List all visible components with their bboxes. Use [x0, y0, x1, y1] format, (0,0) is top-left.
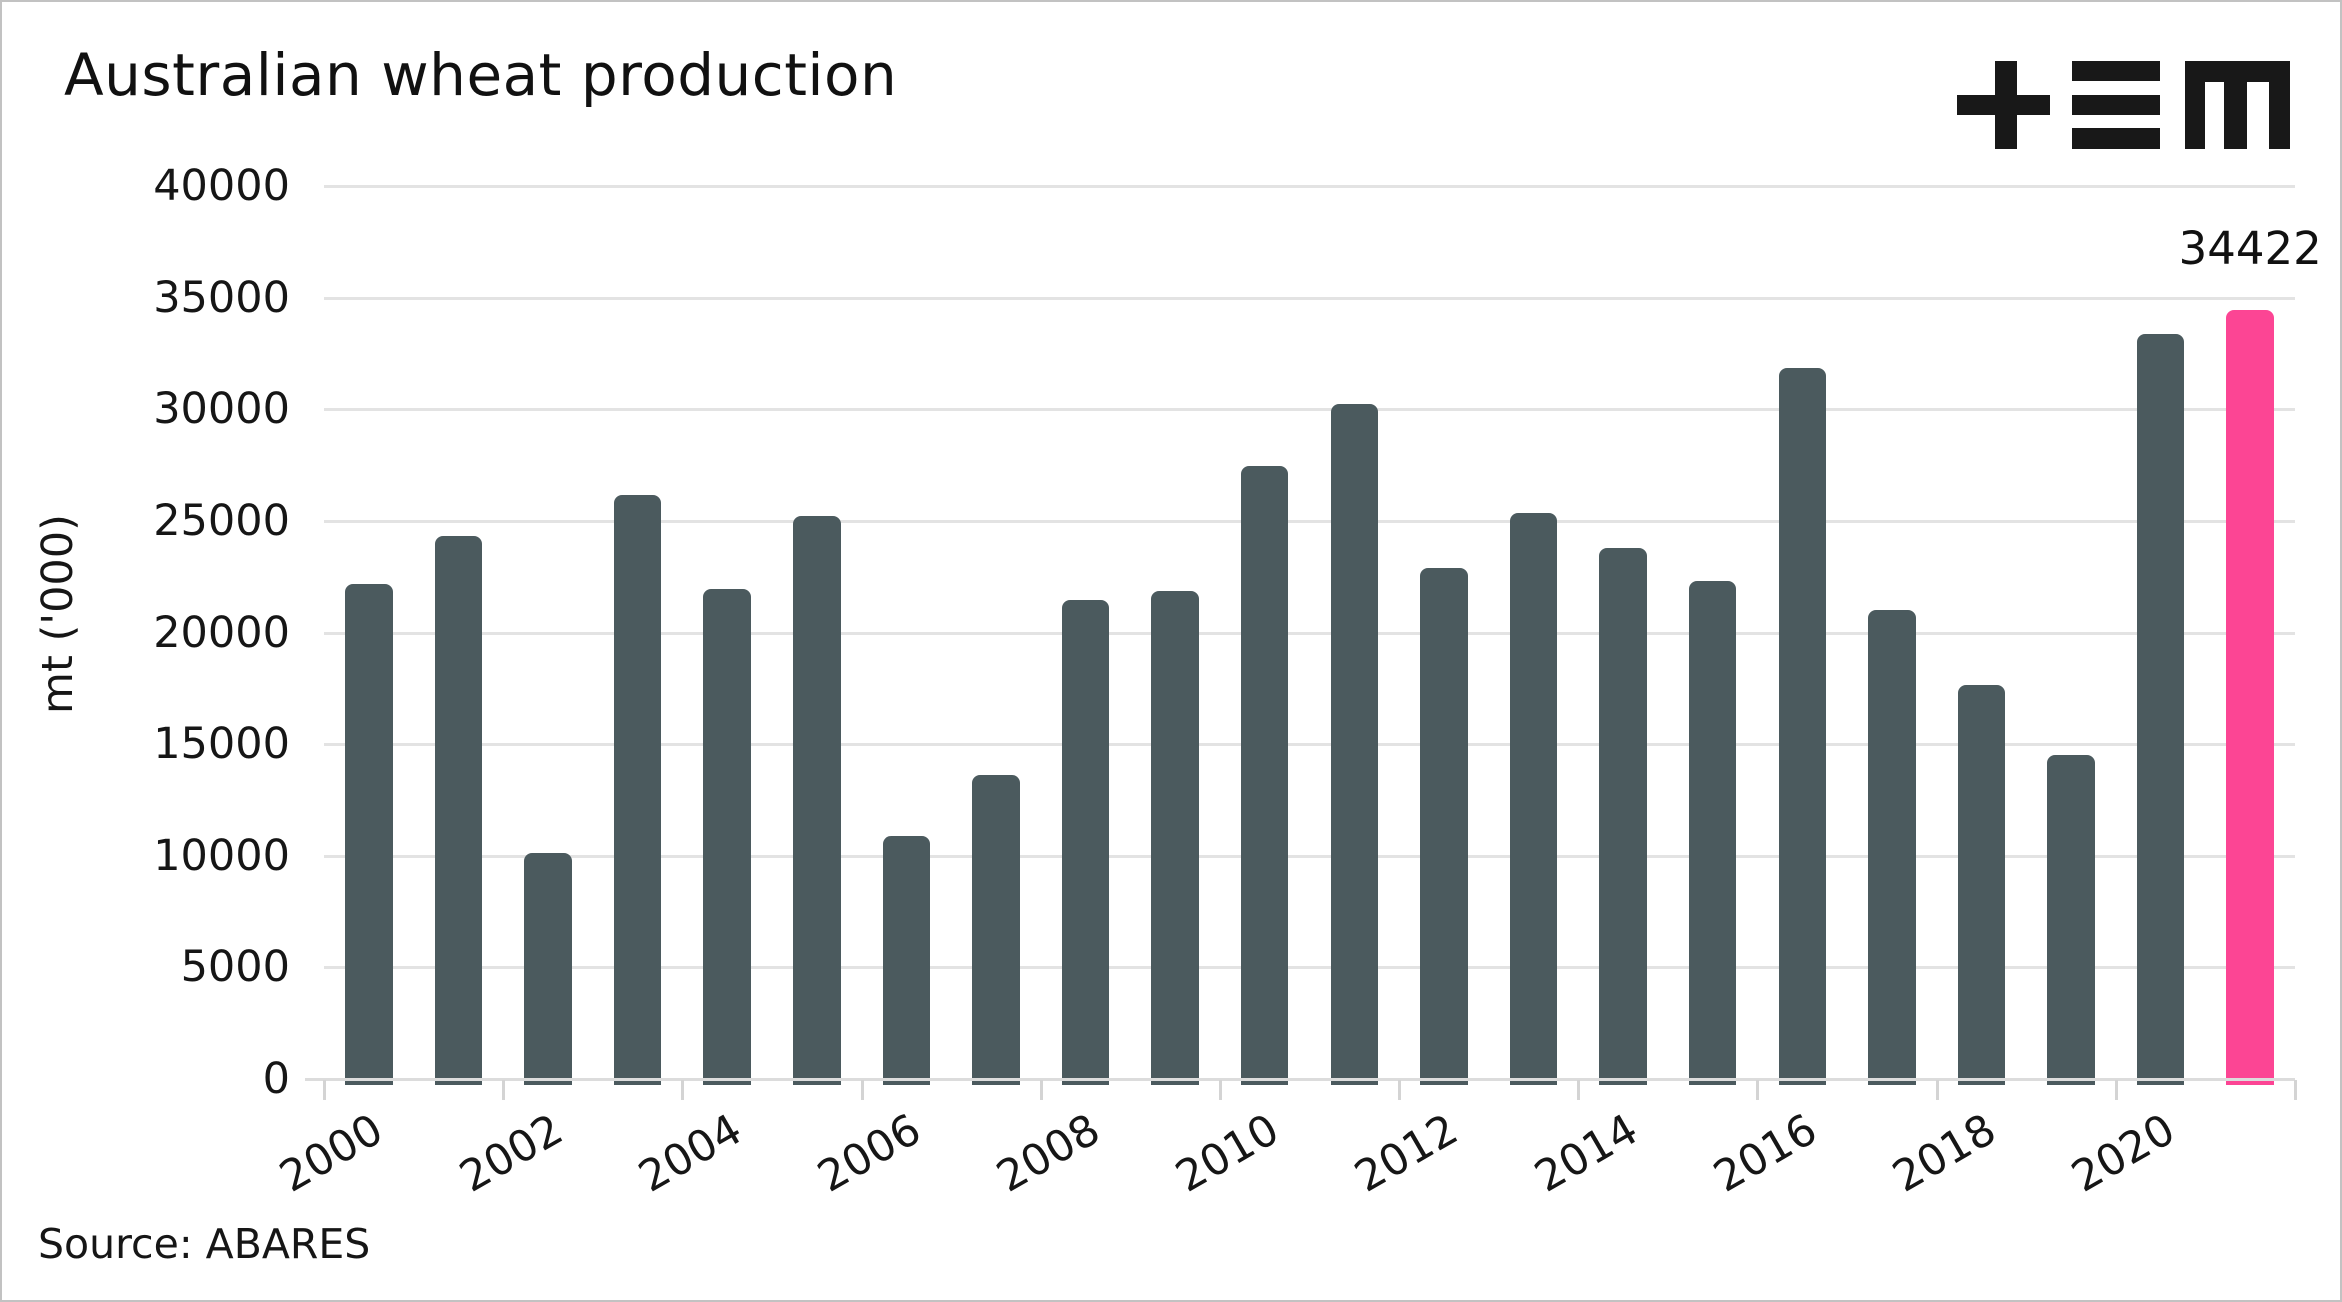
bar-2003	[613, 494, 662, 1085]
x-axis-tick	[1039, 1080, 1043, 1100]
bar-2020	[2136, 333, 2185, 1085]
x-axis-tick	[1398, 1080, 1402, 1100]
tem-logo	[1957, 61, 2290, 149]
bar-2008	[1061, 599, 1110, 1085]
gridline-5000	[324, 966, 2295, 970]
y-tick-label-15000: 15000	[153, 719, 290, 770]
x-axis-tick	[1935, 1080, 1939, 1100]
x-tick-label-2004: 2004	[630, 1104, 751, 1203]
x-axis-tick	[2114, 1080, 2118, 1100]
bar-2017	[1868, 610, 1916, 1085]
bar-2012	[1420, 567, 1468, 1085]
bar-2015	[1688, 580, 1737, 1085]
bar-2000	[345, 584, 393, 1085]
bar-2016	[1778, 367, 1826, 1085]
chart-title: Australian wheat production	[64, 41, 898, 109]
bar-2013	[1509, 513, 1558, 1085]
y-tick-label-20000: 20000	[153, 607, 290, 658]
x-axis-tick	[1218, 1080, 1222, 1100]
y-tick-label-40000: 40000	[153, 161, 290, 211]
logo-m-icon	[2247, 82, 2269, 149]
x-axis-line	[305, 1078, 2295, 1081]
bar-2001	[434, 535, 483, 1085]
bar-2019	[2047, 754, 2095, 1085]
bar-2010	[1240, 466, 1289, 1085]
x-axis-tick	[1577, 1080, 1581, 1100]
x-axis-tick	[681, 1080, 685, 1100]
x-axis-tick	[1756, 1080, 1760, 1100]
logo-m-icon	[2185, 61, 2290, 149]
bar-2002	[524, 853, 572, 1085]
gridline-20000	[324, 631, 2295, 635]
y-tick-label-10000: 10000	[153, 830, 290, 881]
x-axis-tick	[2294, 1080, 2297, 1100]
logo-bars-icon	[2072, 95, 2160, 115]
gridline-15000	[324, 743, 2295, 747]
x-tick-label-2008: 2008	[988, 1104, 1109, 1203]
bar-2004	[703, 588, 751, 1085]
x-tick-label-2014: 2014	[1526, 1104, 1647, 1203]
logo-bars-icon	[2072, 128, 2160, 149]
bar-2021-highlighted	[2226, 309, 2274, 1085]
gridline-40000	[324, 185, 2295, 188]
gridline-10000	[324, 854, 2295, 858]
gridline-35000	[324, 296, 2295, 300]
logo-m-icon	[2205, 82, 2224, 149]
x-tick-label-2018: 2018	[1884, 1104, 2005, 1203]
gridline-30000	[324, 408, 2295, 412]
x-axis-tick	[323, 1080, 326, 1100]
y-tick-label-25000: 25000	[153, 495, 290, 546]
gridline-25000	[324, 519, 2295, 523]
x-tick-label-2020: 2020	[2063, 1104, 2184, 1203]
bar-2009	[1151, 590, 1199, 1085]
bar-2005	[793, 516, 841, 1085]
x-axis-tick	[860, 1080, 864, 1100]
y-tick-label-0: 0	[262, 1054, 290, 1104]
logo-bars-icon	[2072, 61, 2160, 81]
y-tick-label-30000: 30000	[153, 384, 290, 435]
highlight-value-label: 34422	[2178, 222, 2322, 275]
x-tick-label-2016: 2016	[1705, 1104, 1826, 1203]
bar-2006	[882, 836, 931, 1085]
x-tick-label-2006: 2006	[809, 1104, 930, 1203]
x-tick-label-2010: 2010	[1167, 1104, 1288, 1203]
bar-2014	[1599, 547, 1647, 1085]
logo-plus-icon	[1957, 95, 2050, 115]
x-tick-label-2012: 2012	[1347, 1104, 1467, 1203]
x-tick-label-2000: 2000	[272, 1104, 392, 1203]
bar-2007	[972, 775, 1020, 1085]
x-axis-tick	[502, 1080, 506, 1100]
x-tick-label-2002: 2002	[451, 1104, 571, 1203]
bar-2011	[1330, 403, 1379, 1085]
y-tick-label-5000: 5000	[180, 942, 290, 993]
bar-2018	[1957, 685, 2006, 1085]
source-note: Source: ABARES	[38, 1220, 371, 1268]
y-tick-label-35000: 35000	[153, 272, 290, 323]
